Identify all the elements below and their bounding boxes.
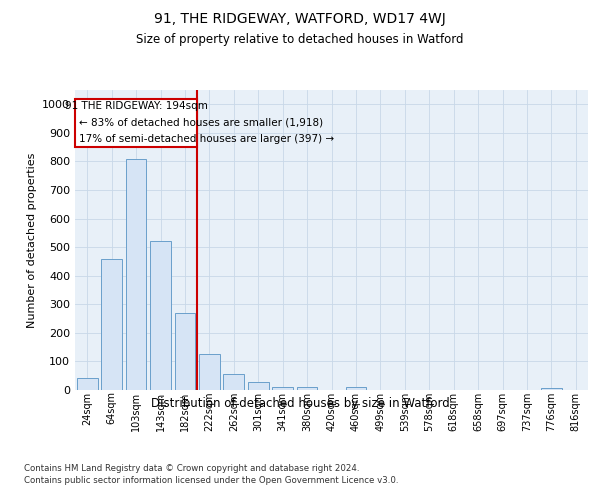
- Bar: [101, 258, 122, 390]
- Bar: [248, 382, 269, 390]
- Bar: [150, 241, 171, 390]
- Y-axis label: Number of detached properties: Number of detached properties: [26, 152, 37, 328]
- Text: Size of property relative to detached houses in Watford: Size of property relative to detached ho…: [136, 32, 464, 46]
- Bar: [125, 158, 146, 390]
- Text: 91 THE RIDGEWAY: 194sqm: 91 THE RIDGEWAY: 194sqm: [65, 101, 208, 111]
- Bar: [541, 388, 562, 390]
- Text: ← 83% of detached houses are smaller (1,918): ← 83% of detached houses are smaller (1,…: [79, 118, 323, 128]
- Text: 91, THE RIDGEWAY, WATFORD, WD17 4WJ: 91, THE RIDGEWAY, WATFORD, WD17 4WJ: [154, 12, 446, 26]
- Bar: [346, 387, 367, 390]
- Bar: [77, 378, 98, 390]
- Text: Contains public sector information licensed under the Open Government Licence v3: Contains public sector information licen…: [24, 476, 398, 485]
- Bar: [175, 313, 196, 390]
- Text: Distribution of detached houses by size in Watford: Distribution of detached houses by size …: [151, 398, 449, 410]
- Text: 17% of semi-detached houses are larger (397) →: 17% of semi-detached houses are larger (…: [79, 134, 334, 144]
- Bar: [296, 386, 317, 390]
- Text: Contains HM Land Registry data © Crown copyright and database right 2024.: Contains HM Land Registry data © Crown c…: [24, 464, 359, 473]
- Bar: [223, 374, 244, 390]
- Bar: [199, 354, 220, 390]
- Bar: [75, 98, 197, 147]
- Bar: [272, 386, 293, 390]
